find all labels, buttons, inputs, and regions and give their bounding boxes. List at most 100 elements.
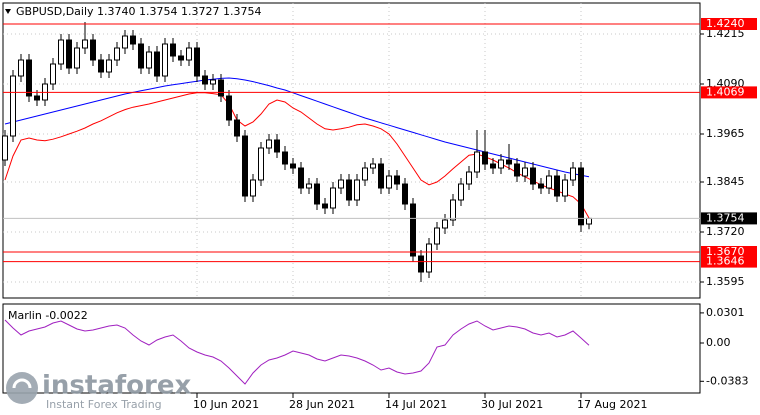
candle-body bbox=[226, 95, 232, 121]
y-tick-label: 1.3965 bbox=[706, 127, 745, 140]
candle-body bbox=[586, 217, 592, 225]
y-tick-label: 0.0301 bbox=[706, 306, 745, 319]
candle-body bbox=[450, 199, 456, 221]
brand: instaforex bbox=[42, 371, 192, 401]
chart-title: GBPUSD,Daily 1.3740 1.3754 1.3727 1.3754 bbox=[16, 5, 262, 18]
candle-body bbox=[98, 59, 104, 73]
candle-body bbox=[434, 227, 440, 245]
current-price-box bbox=[701, 212, 757, 225]
candle-body bbox=[74, 47, 80, 69]
candle-body bbox=[506, 159, 512, 165]
candle-body bbox=[122, 35, 128, 49]
x-tick-label: 10 Jun 2021 bbox=[193, 398, 259, 411]
candle-body bbox=[258, 147, 264, 181]
level-label-box bbox=[701, 18, 757, 30]
candle-body bbox=[314, 183, 320, 205]
candle-body bbox=[186, 47, 192, 61]
y-tick-label: 0.00 bbox=[706, 336, 731, 349]
level-label-box bbox=[701, 246, 757, 258]
x-tick-label: 30 Jul 2021 bbox=[481, 398, 543, 411]
candle-body bbox=[50, 63, 56, 85]
candle-body bbox=[234, 119, 240, 137]
symbol: GBPUSD,Daily bbox=[16, 5, 94, 18]
candle-body bbox=[442, 219, 448, 229]
candle-body bbox=[482, 151, 488, 165]
candle-body bbox=[18, 59, 24, 77]
tagline: Instant Forex Trading bbox=[46, 398, 162, 411]
x-tick-label: 14 Jul 2021 bbox=[385, 398, 447, 411]
candle-body bbox=[458, 183, 464, 201]
candle-body bbox=[282, 151, 288, 165]
x-tick-label: 28 Jun 2021 bbox=[289, 398, 355, 411]
candle-body bbox=[362, 167, 368, 181]
candle-body bbox=[386, 175, 392, 189]
indicator-line bbox=[4, 319, 590, 385]
candle-body bbox=[522, 167, 528, 177]
logo bbox=[6, 372, 38, 404]
x-tick-label: 17 Aug 2021 bbox=[577, 398, 647, 411]
moving-average bbox=[4, 77, 590, 178]
candle-body bbox=[562, 179, 568, 197]
candle-body bbox=[90, 39, 96, 61]
candle-body bbox=[402, 183, 408, 205]
candle-body bbox=[394, 175, 400, 185]
candle-body bbox=[554, 175, 560, 197]
candle-body bbox=[66, 39, 72, 69]
quote-low: 1.3727 bbox=[181, 5, 220, 18]
candle-body bbox=[170, 43, 176, 57]
quote-high: 1.3754 bbox=[139, 5, 178, 18]
y-tick-label: -0.0383 bbox=[706, 374, 748, 387]
y-tick-label: 1.3845 bbox=[706, 175, 745, 188]
candle-body bbox=[2, 135, 8, 161]
candle-body bbox=[130, 35, 136, 45]
symbol-icon bbox=[5, 9, 11, 14]
candle-body bbox=[546, 175, 552, 189]
level-label-box bbox=[701, 86, 757, 99]
candle-body bbox=[474, 151, 480, 173]
candle-body bbox=[210, 79, 216, 85]
candle-body bbox=[298, 167, 304, 189]
candle-body bbox=[146, 51, 152, 69]
candle-body bbox=[418, 255, 424, 273]
candle-body bbox=[338, 179, 344, 189]
candle-body bbox=[538, 183, 544, 189]
logo-arc bbox=[12, 378, 32, 389]
candle-body bbox=[354, 179, 360, 201]
level-label-box bbox=[701, 255, 757, 268]
candle-body bbox=[410, 203, 416, 257]
candle-body bbox=[10, 75, 16, 137]
watermark: instaforex Instant Forex Trading bbox=[6, 371, 192, 411]
candle-body bbox=[530, 167, 536, 185]
candle-body bbox=[370, 163, 376, 169]
candle-body bbox=[466, 171, 472, 185]
candle-body bbox=[138, 43, 144, 69]
level-label: 1.4240 bbox=[706, 17, 745, 30]
candle-body bbox=[514, 163, 520, 177]
quote-open: 1.3740 bbox=[97, 5, 136, 18]
level-label: 1.3646 bbox=[706, 255, 745, 268]
candle-body bbox=[242, 135, 248, 197]
candle-body bbox=[202, 75, 208, 85]
y-tick-label: 1.3720 bbox=[706, 225, 745, 238]
indicator-title: Marlin -0.0022 bbox=[8, 309, 88, 322]
candle-body bbox=[218, 79, 224, 97]
y-tick-label: 1.3595 bbox=[706, 275, 745, 288]
candle-body bbox=[106, 59, 112, 73]
candle-body bbox=[274, 139, 280, 153]
candle-body bbox=[194, 47, 200, 77]
candle-body bbox=[498, 159, 504, 169]
candle-body bbox=[290, 163, 296, 169]
candle-body bbox=[426, 243, 432, 273]
candle-body bbox=[58, 39, 64, 65]
y-tick-label: 1.4215 bbox=[706, 27, 745, 40]
candle-body bbox=[114, 47, 120, 61]
indicator-panel bbox=[2, 303, 701, 394]
candle-body bbox=[82, 39, 88, 49]
candle-body bbox=[578, 167, 584, 226]
candle-body bbox=[570, 167, 576, 181]
candle-body bbox=[154, 51, 160, 77]
candle-body bbox=[162, 43, 168, 77]
candle-body bbox=[330, 187, 336, 209]
